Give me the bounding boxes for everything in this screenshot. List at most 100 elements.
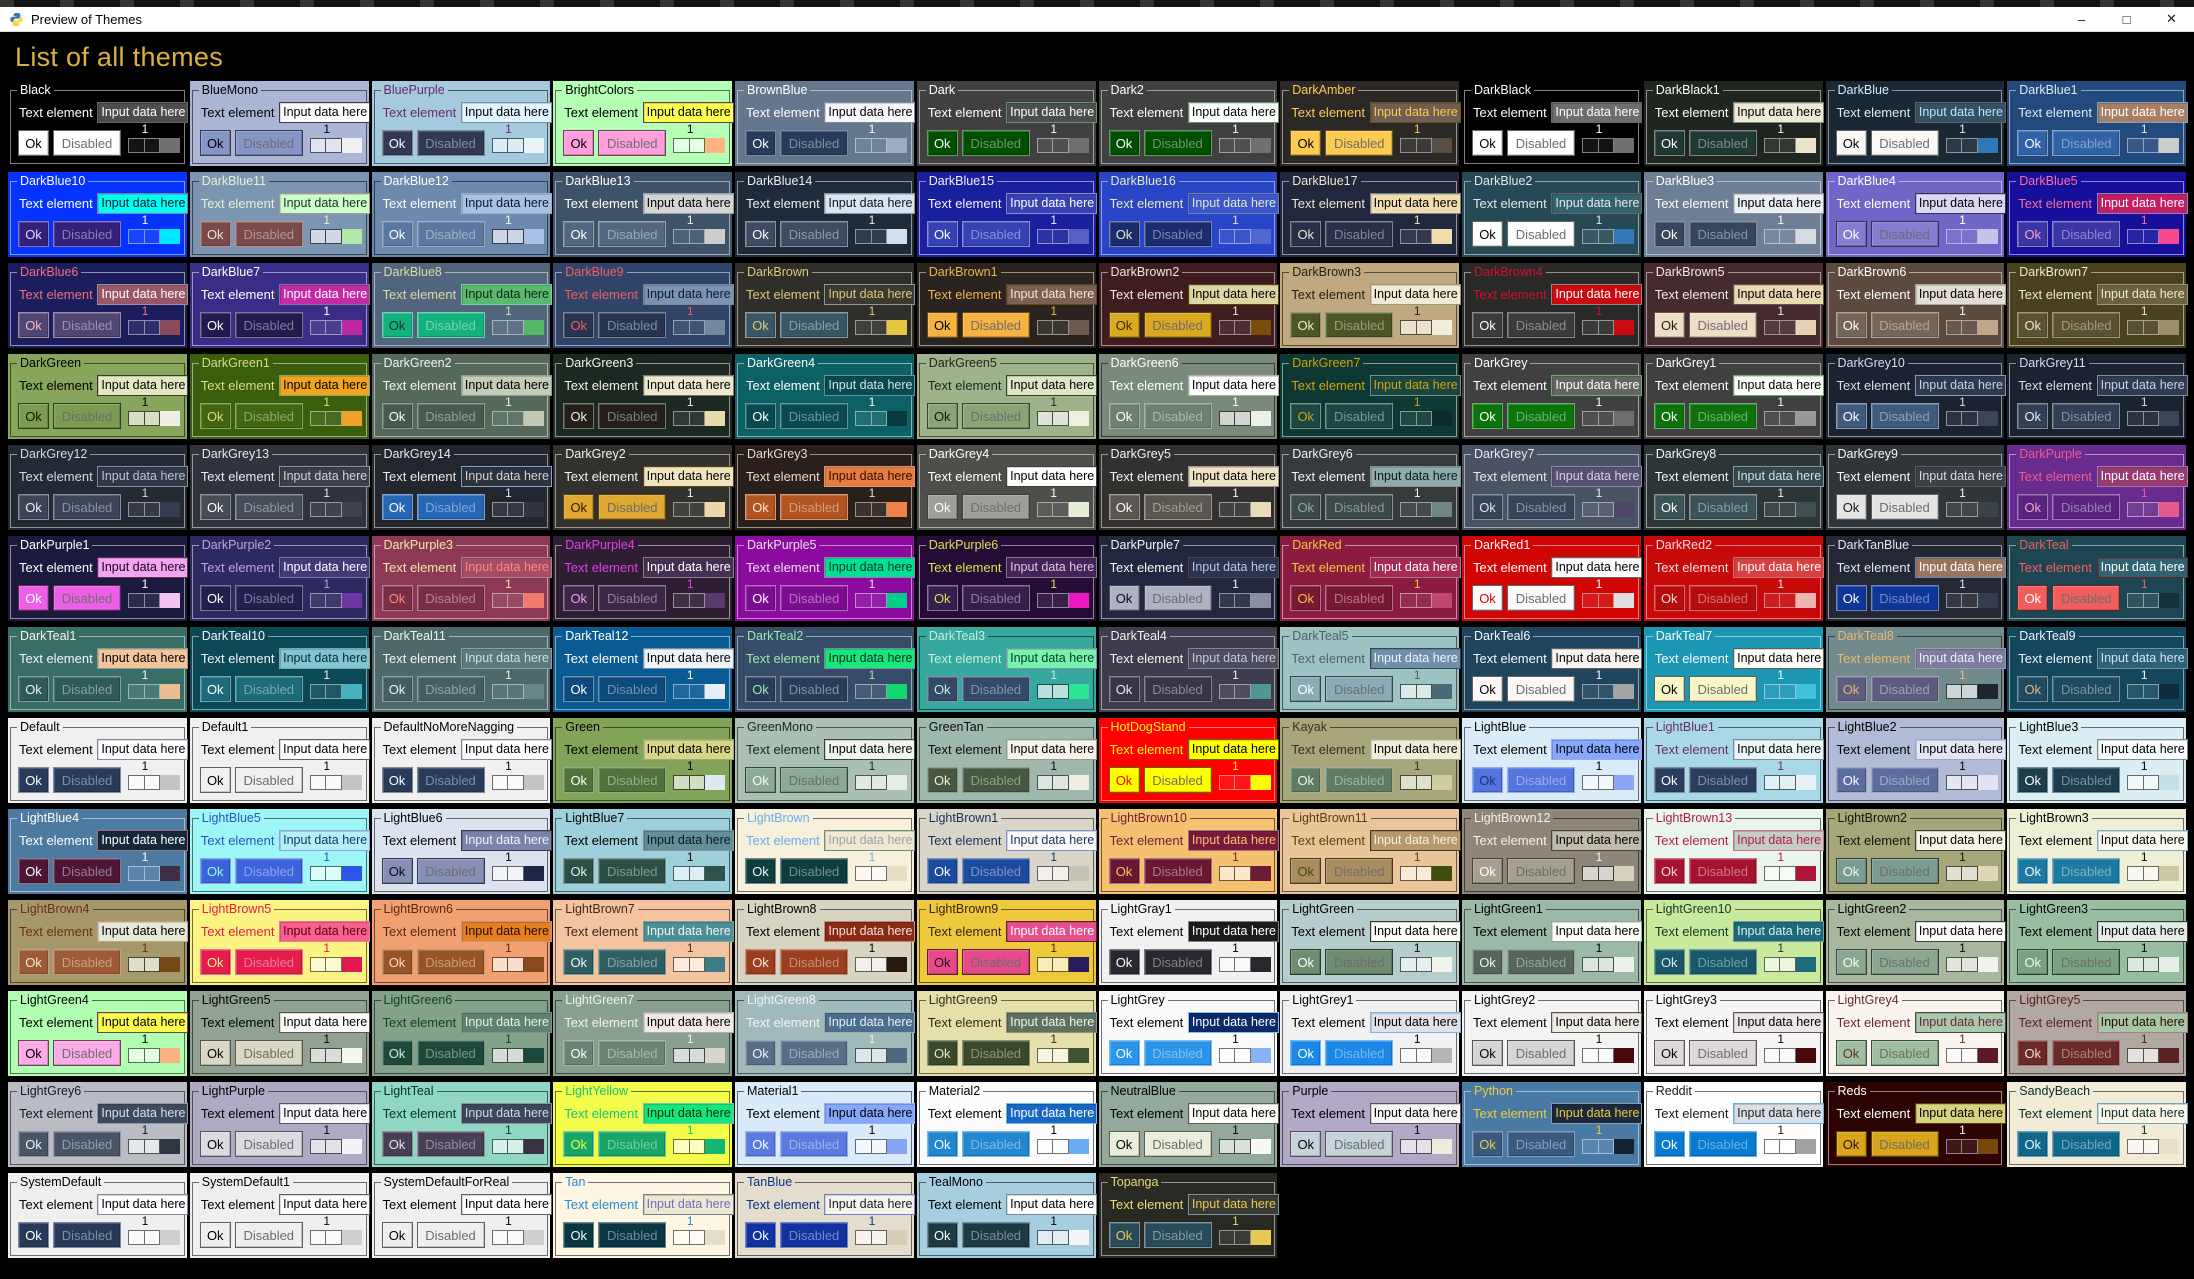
slider-handle[interactable] <box>1400 775 1433 790</box>
slider-track[interactable] <box>1036 593 1089 608</box>
slider-track[interactable] <box>855 229 907 244</box>
input-field[interactable]: Input data here <box>642 102 734 123</box>
input-field[interactable]: Input data here <box>1187 375 1279 396</box>
ok-button[interactable]: Ok <box>563 130 595 156</box>
slider-track[interactable] <box>491 1230 544 1245</box>
input-field[interactable]: Input data here <box>1914 830 2006 851</box>
ok-button[interactable]: Ok <box>2017 676 2049 702</box>
slider-track[interactable] <box>1945 229 1998 244</box>
input-field[interactable]: Input data here <box>1006 921 1098 942</box>
input-field[interactable]: Input data here <box>1006 830 1098 851</box>
slider-track[interactable] <box>673 502 726 517</box>
input-field[interactable]: Input data here <box>824 375 916 396</box>
input-field[interactable]: Input data here <box>1006 1194 1098 1215</box>
slider-track[interactable] <box>1400 502 1453 517</box>
slider-handle[interactable] <box>855 502 887 517</box>
slider-handle[interactable] <box>1945 411 1978 426</box>
input-field[interactable]: Input data here <box>2096 466 2188 487</box>
input-field[interactable]: Input data here <box>1187 466 1279 487</box>
ok-button[interactable]: Ok <box>18 585 49 611</box>
slider-handle[interactable] <box>1218 775 1251 790</box>
slider[interactable]: 1 <box>2127 850 2180 881</box>
slider-track[interactable] <box>2127 320 2180 335</box>
slider-track[interactable] <box>1218 1230 1271 1245</box>
input-field[interactable]: Input data here <box>1551 557 1643 578</box>
slider-track[interactable] <box>1945 411 1998 426</box>
input-field[interactable]: Input data here <box>824 557 916 578</box>
slider-handle[interactable] <box>491 957 524 972</box>
slider-handle[interactable] <box>1763 411 1796 426</box>
slider-handle[interactable] <box>1400 1139 1433 1154</box>
ok-button[interactable]: Ok <box>381 1131 413 1157</box>
ok-button[interactable]: Ok <box>926 949 958 975</box>
input-field[interactable]: Input data here <box>642 648 734 669</box>
slider-track[interactable] <box>1036 1139 1089 1154</box>
slider[interactable]: 1 <box>1582 304 1634 335</box>
input-field[interactable]: Input data here <box>824 466 916 487</box>
slider-track[interactable] <box>1036 957 1089 972</box>
slider-handle[interactable] <box>1763 593 1796 608</box>
slider-handle[interactable] <box>309 1139 342 1154</box>
slider-handle[interactable] <box>1218 957 1251 972</box>
ok-button[interactable]: Ok <box>1835 1131 1867 1157</box>
input-field[interactable]: Input data here <box>1006 648 1098 669</box>
slider-handle[interactable] <box>1763 229 1796 244</box>
ok-button[interactable]: Ok <box>1290 949 1322 975</box>
input-field[interactable]: Input data here <box>97 648 189 669</box>
ok-button[interactable]: Ok <box>199 767 231 793</box>
ok-button[interactable]: Ok <box>563 585 595 611</box>
ok-button[interactable]: Ok <box>1290 1131 1322 1157</box>
ok-button[interactable]: Ok <box>381 585 413 611</box>
slider-track[interactable] <box>1400 411 1453 426</box>
slider-handle[interactable] <box>128 1048 160 1063</box>
slider-track[interactable] <box>1582 320 1634 335</box>
input-field[interactable]: Input data here <box>97 193 189 214</box>
ok-button[interactable]: Ok <box>1835 312 1867 338</box>
input-field[interactable]: Input data here <box>642 193 734 214</box>
input-field[interactable]: Input data here <box>1733 1012 1825 1033</box>
slider[interactable]: 1 <box>1036 486 1089 517</box>
ok-button[interactable]: Ok <box>1472 858 1503 884</box>
slider-handle[interactable] <box>1036 593 1069 608</box>
ok-button[interactable]: Ok <box>18 858 49 884</box>
ok-button[interactable]: Ok <box>1835 676 1867 702</box>
ok-button[interactable]: Ok <box>1653 767 1685 793</box>
slider-handle[interactable] <box>1400 866 1433 881</box>
slider[interactable]: 1 <box>1945 577 1998 608</box>
input-field[interactable]: Input data here <box>97 466 189 487</box>
ok-button[interactable]: Ok <box>745 1222 776 1248</box>
input-field[interactable]: Input data here <box>1914 284 2006 305</box>
slider[interactable]: 1 <box>855 395 907 426</box>
ok-button[interactable]: Ok <box>199 221 231 247</box>
input-field[interactable]: Input data here <box>1369 739 1461 760</box>
slider[interactable]: 1 <box>1036 668 1089 699</box>
slider-handle[interactable] <box>1945 684 1978 699</box>
slider[interactable]: 1 <box>1400 122 1453 153</box>
slider-handle[interactable] <box>128 1230 160 1245</box>
input-field[interactable]: Input data here <box>642 284 734 305</box>
slider-handle[interactable] <box>855 593 887 608</box>
slider-track[interactable] <box>855 957 907 972</box>
slider[interactable]: 1 <box>1036 759 1089 790</box>
ok-button[interactable]: Ok <box>2017 403 2049 429</box>
slider[interactable]: 1 <box>309 1123 362 1154</box>
ok-button[interactable]: Ok <box>1290 858 1322 884</box>
slider-track[interactable] <box>1036 684 1089 699</box>
slider-handle[interactable] <box>1582 957 1614 972</box>
slider-handle[interactable] <box>1763 138 1796 153</box>
ok-button[interactable]: Ok <box>381 1040 413 1066</box>
slider[interactable]: 1 <box>2127 941 2180 972</box>
slider-track[interactable] <box>673 138 726 153</box>
slider-handle[interactable] <box>128 775 160 790</box>
slider-handle[interactable] <box>1400 593 1433 608</box>
slider[interactable]: 1 <box>1400 577 1453 608</box>
ok-button[interactable]: Ok <box>926 1040 958 1066</box>
slider-handle[interactable] <box>309 320 342 335</box>
input-field[interactable]: Input data here <box>97 102 189 123</box>
ok-button[interactable]: Ok <box>1653 949 1685 975</box>
slider-track[interactable] <box>1763 866 1816 881</box>
slider-track[interactable] <box>309 411 362 426</box>
input-field[interactable]: Input data here <box>1733 830 1825 851</box>
slider-track[interactable] <box>1582 684 1634 699</box>
slider-track[interactable] <box>128 320 180 335</box>
